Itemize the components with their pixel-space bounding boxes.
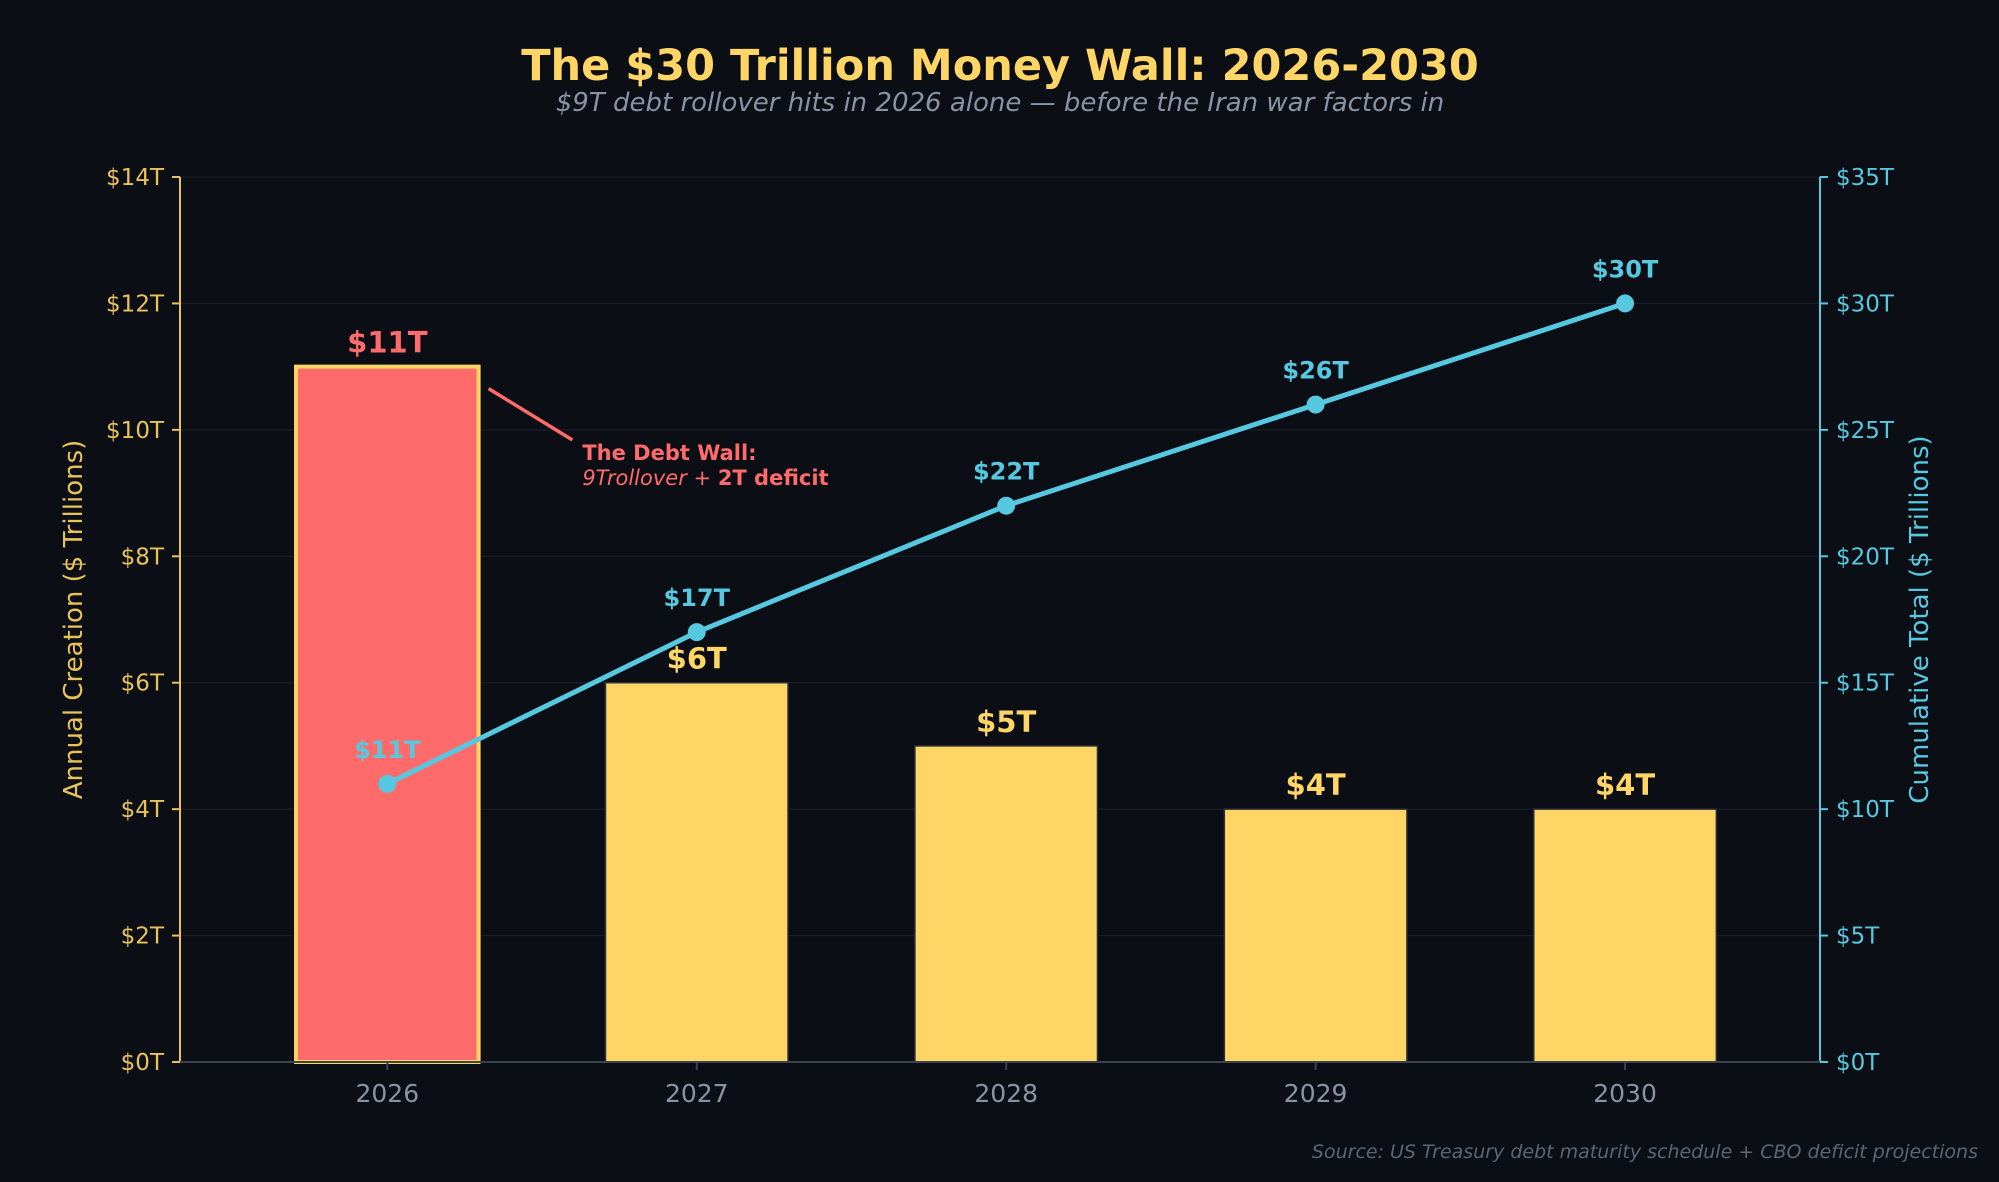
line-series (378, 294, 1635, 793)
x-tick-label: 2028 (974, 1079, 1038, 1108)
y-tick-label: $6T (121, 671, 165, 697)
y2-tick-label: $0T (1836, 1050, 1880, 1076)
chart-subtitle: $9T debt rollover hits in 2026 alone — b… (556, 88, 1444, 118)
y-tick-label: $14T (106, 165, 165, 191)
bar-2026 (294, 364, 481, 1064)
y2-axis-label: Cumulative Total ($ Trillions) (1905, 435, 1935, 803)
x-tick-label: 2029 (1284, 1079, 1348, 1108)
y2-tick-label: $30T (1836, 291, 1895, 317)
y2-tick-label: $5T (1836, 924, 1880, 950)
annotation-arrow (487, 387, 574, 442)
line-point-2026 (378, 774, 397, 793)
y2-tick-label: $25T (1836, 418, 1895, 444)
x-tick-label: 2030 (1593, 1079, 1657, 1108)
line-point-2027 (687, 623, 706, 642)
y2-tick-label: $15T (1836, 671, 1895, 697)
line-value-label: $26T (1282, 357, 1349, 385)
line-value-label: $17T (664, 584, 731, 612)
annotation-bold: 2T deficit (718, 466, 829, 490)
y-tick-label: $12T (106, 291, 165, 317)
source-note: Source: US Treasury debt maturity schedu… (1312, 1141, 1978, 1163)
bar-value-label: $6T (667, 642, 727, 676)
y-tick-label: $4T (121, 797, 165, 823)
bar-2029 (1223, 808, 1408, 1063)
x-tick-label: 2026 (356, 1079, 420, 1108)
y-tick-label: $2T (121, 924, 165, 950)
y2-tick-label: $10T (1836, 797, 1895, 823)
chart-title: The $30 Trillion Money Wall: 2026-2030 (521, 41, 1479, 91)
bar-value-label: $5T (976, 705, 1036, 739)
line-point-2029 (1306, 395, 1325, 414)
bar-value-label: $4T (1286, 768, 1346, 802)
y-axis-label: Annual Creation ($ Trillions) (59, 440, 89, 800)
annotation-italic: 9Trollover + (582, 466, 718, 490)
line-value-label: $22T (973, 458, 1040, 486)
annotation-body: 9Trollover + 2T deficit (582, 466, 828, 490)
axes: $0T $2T $4T $6T $8T $10T $12T $14T $0T $5T $10T $15… (106, 165, 1895, 1108)
data-labels: $11T $6T $5T $4T $4T $11T $17T $22T $26T $30T (347, 255, 1659, 802)
line-value-label: $30T (1592, 255, 1659, 283)
annotation: The Debt Wall:9Trollover + 2T deficit (487, 387, 829, 490)
y2-tick-label: $35T (1836, 165, 1895, 191)
x-tick-label: 2027 (665, 1079, 729, 1108)
y-tick-label: $8T (121, 544, 165, 570)
bar-2030 (1533, 808, 1718, 1063)
y2-tick-label: $20T (1836, 544, 1895, 570)
y-tick-label: $10T (106, 418, 165, 444)
annotation-title: The Debt Wall: (582, 441, 756, 465)
bar-2028 (914, 745, 1099, 1063)
line-value-label: $11T (354, 736, 421, 764)
y-tick-label: $0T (121, 1050, 165, 1076)
line-point-2028 (997, 496, 1016, 515)
line-point-2030 (1616, 294, 1635, 313)
bar-2027 (604, 681, 789, 1063)
bar-value-label: $4T (1595, 768, 1655, 802)
bar-value-label: $11T (347, 326, 428, 360)
